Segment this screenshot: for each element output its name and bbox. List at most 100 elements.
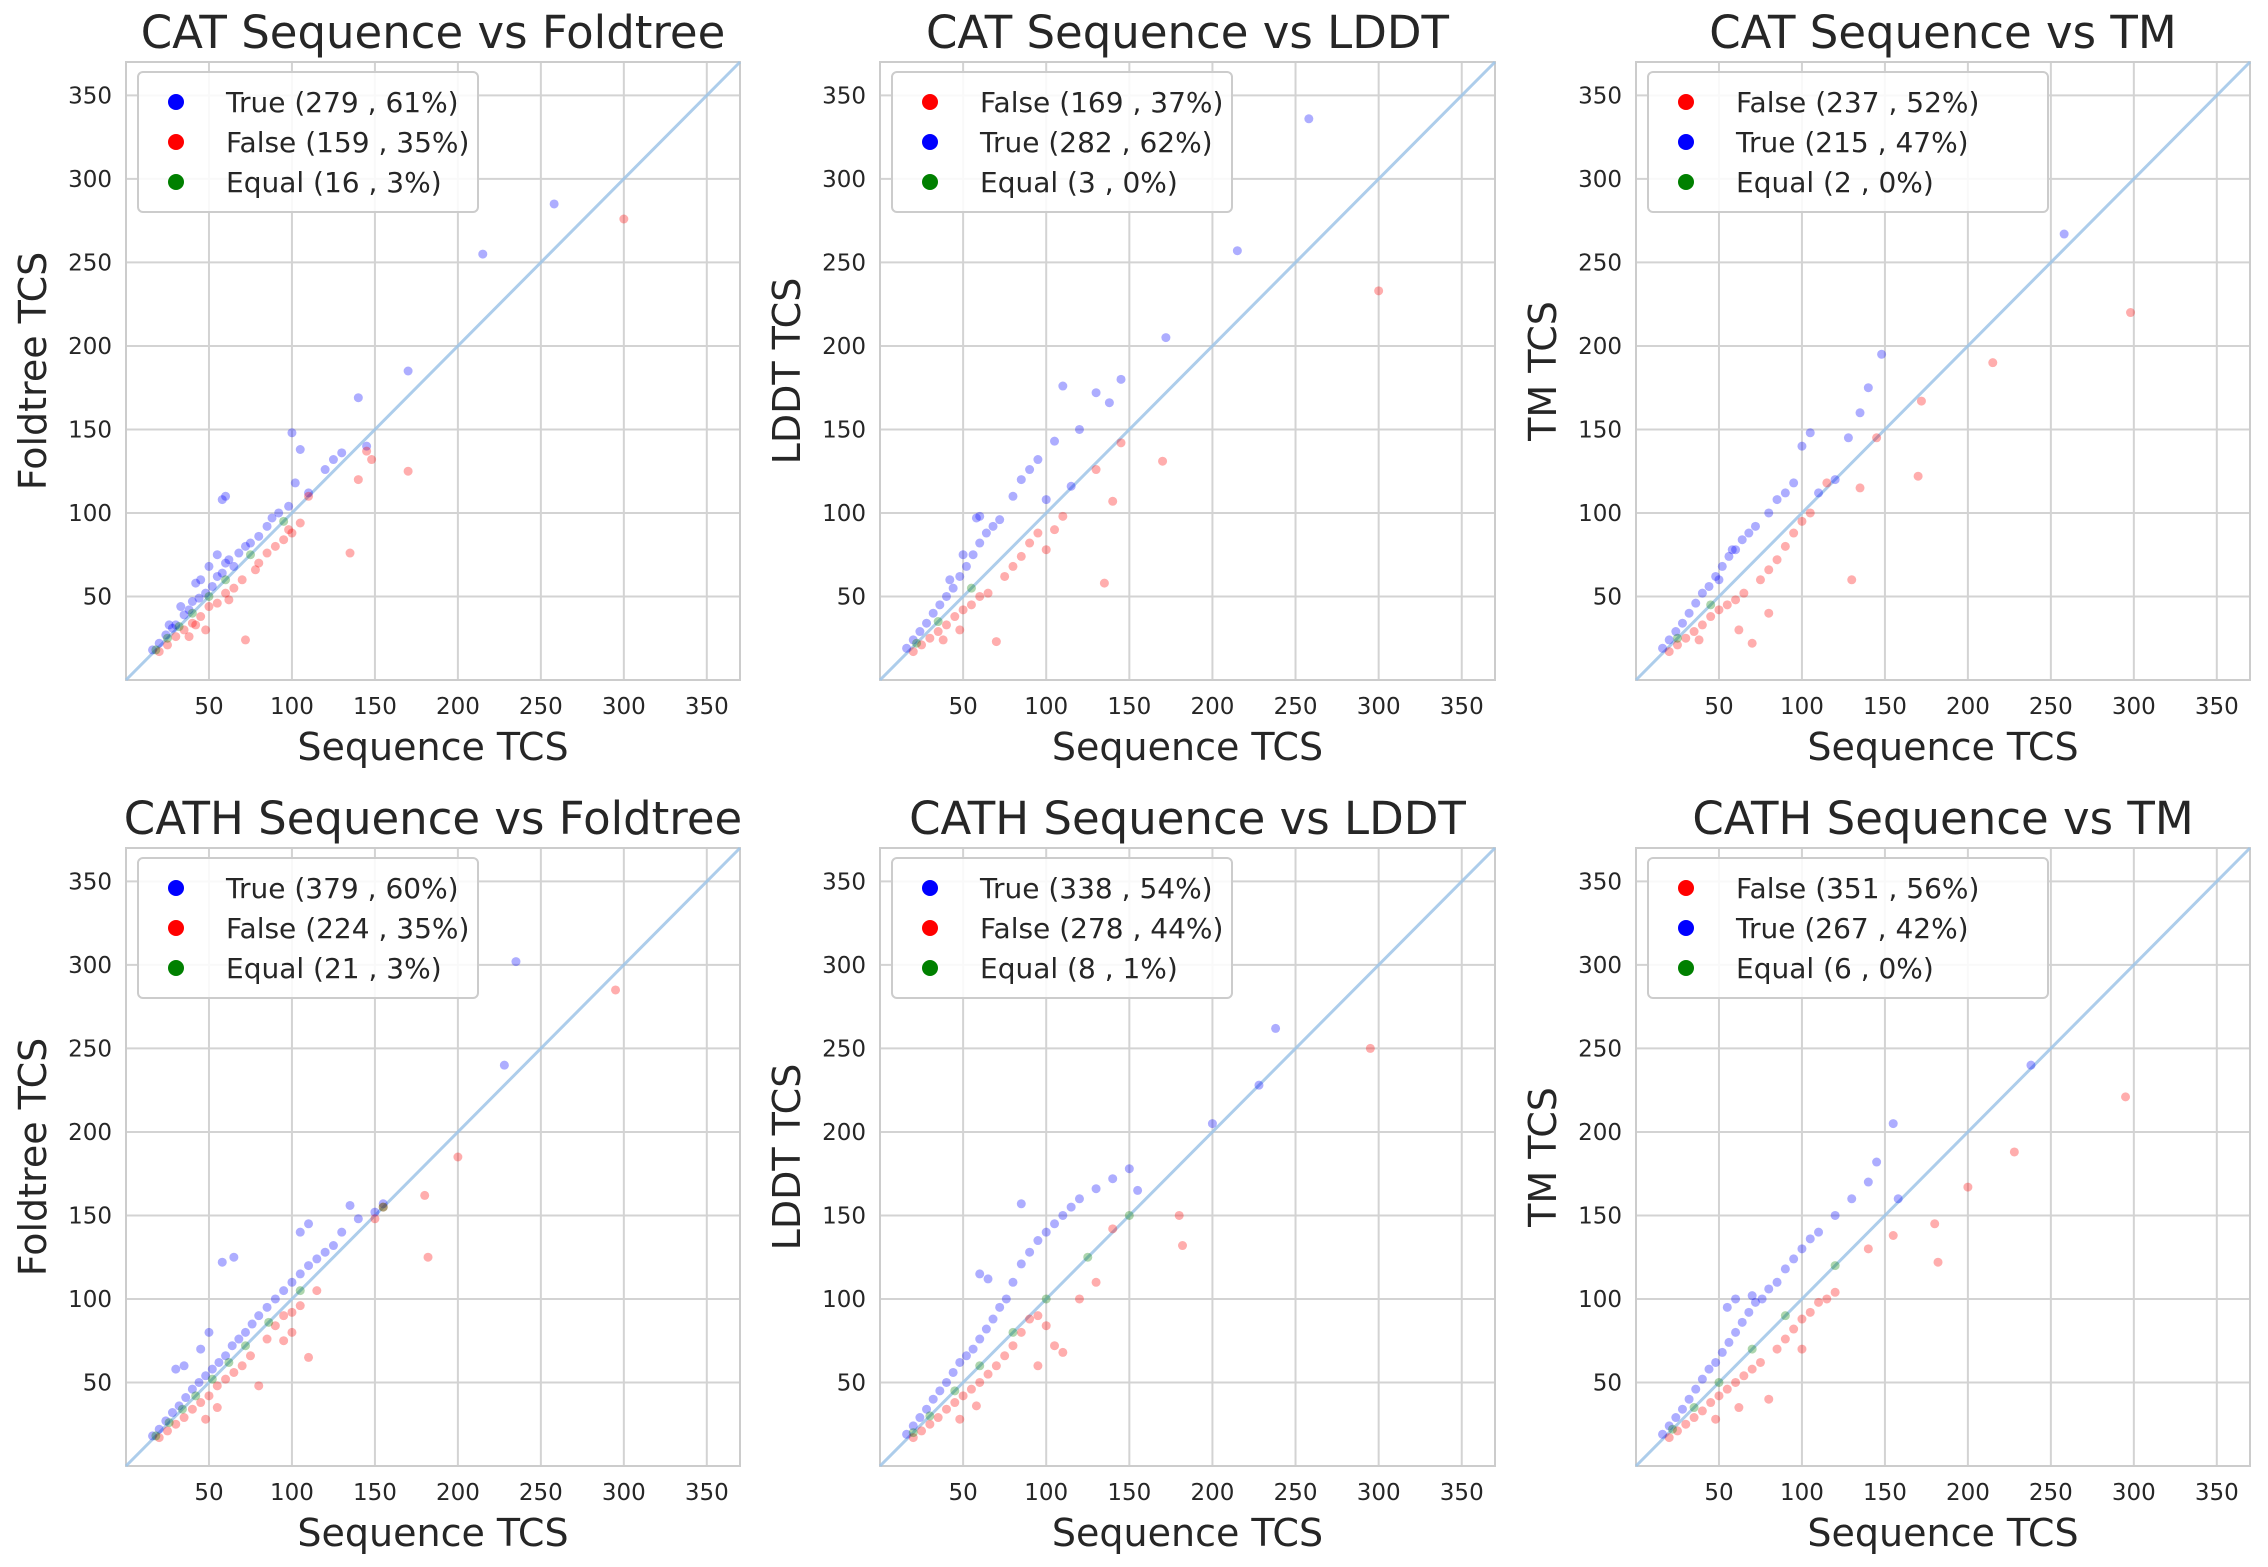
data-point <box>179 610 189 620</box>
data-point <box>240 1341 250 1351</box>
series-0000ff <box>902 1023 1281 1439</box>
legend-frame <box>891 857 1233 999</box>
data-point <box>337 448 347 458</box>
data-point <box>304 491 314 501</box>
chart-title: CAT Sequence vs TM <box>1709 6 2176 59</box>
data-point <box>167 1408 177 1418</box>
data-point <box>1050 1219 1060 1229</box>
data-point <box>1888 1119 1898 1129</box>
data-point <box>1016 1199 1026 1209</box>
data-point <box>214 1357 224 1367</box>
y-axis-label: LDDT TCS <box>765 278 809 465</box>
data-point <box>1805 1307 1815 1317</box>
data-point <box>1734 625 1744 635</box>
data-point <box>247 1319 257 1329</box>
x-tick-label: 50 <box>1704 694 1733 720</box>
data-point <box>201 588 211 598</box>
y-tick-label: 300 <box>68 167 112 193</box>
data-point <box>1694 635 1704 645</box>
data-point <box>549 199 559 209</box>
data-point <box>237 1361 247 1371</box>
data-point <box>1000 571 1010 581</box>
chart-title: CATH Sequence vs TM <box>1692 792 2193 845</box>
legend-label: Equal (6 , 0%) <box>1736 952 1934 985</box>
data-point <box>1108 1224 1118 1234</box>
data-point <box>234 1334 244 1344</box>
series-008000 <box>912 583 976 648</box>
data-point <box>958 605 968 615</box>
data-point <box>194 593 204 603</box>
data-point <box>971 1401 981 1411</box>
data-point <box>1814 488 1824 498</box>
data-point <box>941 1404 951 1414</box>
data-point <box>204 602 214 612</box>
series-ff0000 <box>154 985 621 1443</box>
data-point <box>1664 635 1674 645</box>
data-point <box>179 625 189 635</box>
data-point <box>1780 1264 1790 1274</box>
x-tick-label: 150 <box>1107 1480 1151 1506</box>
data-point <box>1847 575 1857 585</box>
data-point <box>619 214 629 224</box>
data-point <box>988 521 998 531</box>
data-point <box>279 1336 289 1346</box>
x-tick-label: 250 <box>1274 694 1318 720</box>
data-point <box>917 640 927 650</box>
data-point <box>1108 1174 1118 1184</box>
data-point <box>1755 575 1765 585</box>
data-point <box>1008 561 1018 571</box>
data-point <box>1789 528 1799 538</box>
data-point <box>1711 1357 1721 1367</box>
data-point <box>221 558 231 568</box>
data-point <box>378 1202 388 1212</box>
data-point <box>154 1433 164 1443</box>
data-point <box>948 583 958 593</box>
data-point <box>941 620 951 630</box>
data-point <box>403 366 413 376</box>
data-point <box>1008 1341 1018 1351</box>
data-point <box>453 1152 463 1162</box>
x-tick-label: 100 <box>270 1480 314 1506</box>
data-point <box>1744 1307 1754 1317</box>
legend-marker <box>1678 960 1694 976</box>
data-point <box>1772 1344 1782 1354</box>
data-point <box>279 516 289 526</box>
data-point <box>1711 1414 1721 1424</box>
data-point <box>1108 496 1118 506</box>
series-ff0000 <box>1664 308 2136 657</box>
data-point <box>187 618 197 628</box>
data-point <box>290 478 300 488</box>
x-tick-label: 200 <box>1946 694 1990 720</box>
legend-marker <box>168 960 184 976</box>
data-point <box>1822 478 1832 488</box>
data-point <box>1855 483 1865 493</box>
data-point <box>1797 1344 1807 1354</box>
diagonal-line <box>124 846 742 1468</box>
data-point <box>1099 578 1109 588</box>
series-008000 <box>151 516 289 655</box>
data-point <box>254 1381 264 1391</box>
data-point <box>950 1386 960 1396</box>
legend-label: False (169 , 37%) <box>980 86 1223 119</box>
legend-marker <box>1678 134 1694 150</box>
data-point <box>975 1269 985 1279</box>
data-point <box>1025 1314 1035 1324</box>
legend-label: Equal (3 , 0%) <box>980 166 1178 199</box>
y-tick-label: 350 <box>822 869 866 895</box>
data-point <box>221 1351 231 1361</box>
data-point <box>933 617 943 627</box>
data-point <box>162 1426 172 1436</box>
series-0000ff <box>902 114 1314 653</box>
data-point <box>194 1377 204 1387</box>
data-point <box>234 548 244 558</box>
data-point <box>925 1411 935 1421</box>
data-point <box>212 1403 222 1413</box>
data-point <box>367 455 377 465</box>
data-point <box>966 600 976 610</box>
legend-label: Equal (16 , 3%) <box>226 166 442 199</box>
data-point <box>1731 1377 1741 1387</box>
data-point <box>611 985 621 995</box>
diagonal-line <box>1634 846 2252 1468</box>
data-point <box>2059 229 2069 239</box>
data-point <box>950 1398 960 1408</box>
